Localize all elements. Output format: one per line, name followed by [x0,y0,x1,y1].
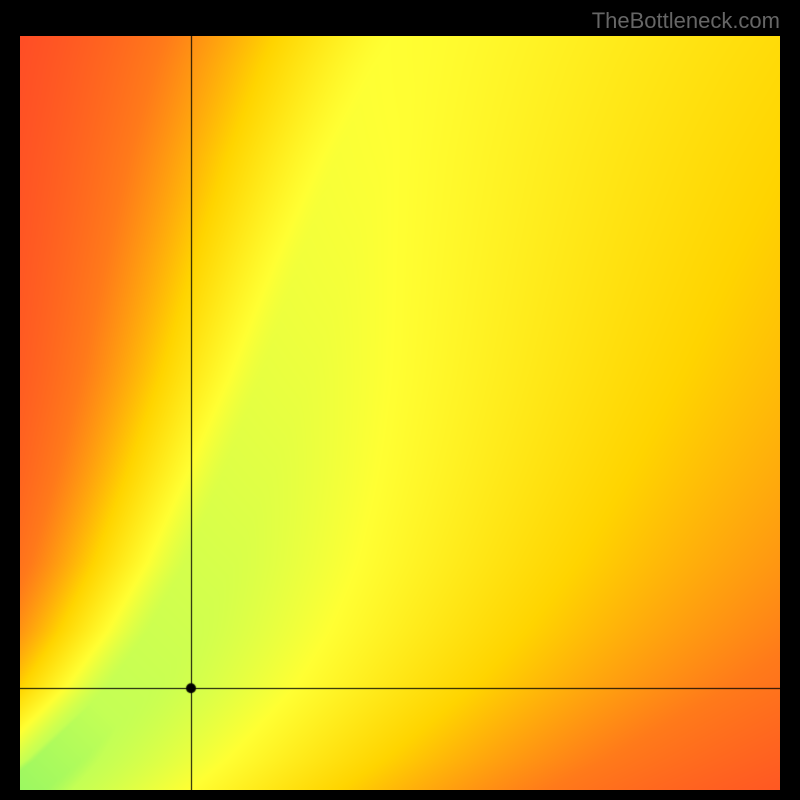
watermark-text: TheBottleneck.com [592,8,780,34]
bottleneck-heatmap [20,36,780,790]
